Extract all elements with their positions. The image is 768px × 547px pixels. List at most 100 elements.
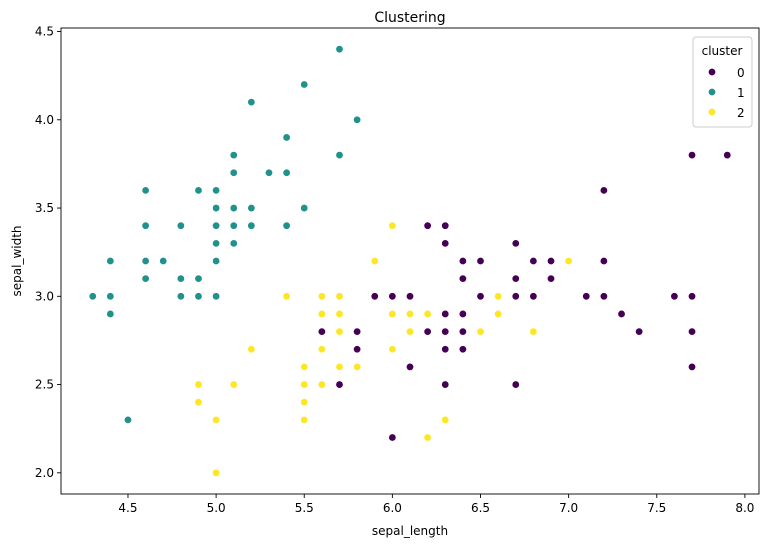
plot-frame [60,27,760,495]
data-point [212,468,221,477]
data-point [335,292,344,301]
data-point [229,221,238,230]
data-point [353,362,362,371]
data-point [159,256,168,265]
data-point [388,221,397,230]
data-point [511,292,520,301]
data-point [317,292,326,301]
data-point [212,256,221,265]
data-point [441,380,450,389]
data-point [423,309,432,318]
data-point [317,380,326,389]
data-point [423,221,432,230]
data-point [441,415,450,424]
data-point [494,292,503,301]
data-point [388,345,397,354]
legend-marker [707,108,716,117]
data-point [229,151,238,160]
chart-title: Clustering [374,10,445,26]
data-point [229,239,238,248]
data-point [229,380,238,389]
data-point [529,256,538,265]
data-point [723,151,732,160]
data-point [212,186,221,195]
data-point [247,221,256,230]
data-point [458,274,467,283]
data-point [582,292,591,301]
data-point [300,415,309,424]
data-point [335,362,344,371]
data-point [212,204,221,213]
data-point [229,168,238,177]
data-point [212,221,221,230]
y-tick-label: 2.5 [35,378,54,392]
data-point [405,292,414,301]
data-point [353,327,362,336]
y-tick-label: 4.5 [35,25,54,39]
y-axis: 2.0 2.5 3.0 3.5 4.0 4.5 [35,25,61,480]
legend-label: 1 [737,86,745,100]
x-tick-label: 5.0 [207,501,226,515]
data-point [212,292,221,301]
y-tick-label: 2.0 [35,466,54,480]
data-point [405,327,414,336]
data-point [335,380,344,389]
data-point [194,380,203,389]
legend: cluster 0 1 2 [692,36,753,128]
data-point [670,292,679,301]
data-point [212,239,221,248]
data-point [405,362,414,371]
data-point [317,309,326,318]
y-tick-label: 4.0 [35,113,54,127]
legend-title: cluster [702,44,743,58]
data-point [388,433,397,442]
legend-entries: 0 1 2 [707,66,745,120]
data-point [547,256,556,265]
data-point [141,221,150,230]
x-axis: 4.5 5.0 5.5 6.0 6.5 7.0 7.5 8.0 [118,494,754,515]
data-point [106,292,115,301]
data-point [176,292,185,301]
data-point [88,292,97,301]
data-point [106,256,115,265]
x-axis-label: sepal_length [372,524,448,538]
data-point [194,186,203,195]
data-point [141,186,150,195]
data-point [688,292,697,301]
data-point [123,415,132,424]
plot-points [88,45,732,477]
data-point [247,345,256,354]
data-point [370,292,379,301]
x-tick-label: 6.5 [471,501,490,515]
data-point [564,256,573,265]
data-point [688,151,697,160]
data-point [300,380,309,389]
data-point [635,327,644,336]
data-point [511,239,520,248]
data-point [441,327,450,336]
legend-marker [707,68,716,77]
data-point [353,115,362,124]
data-point [300,362,309,371]
data-point [423,327,432,336]
data-point [441,309,450,318]
data-point [388,292,397,301]
data-point [247,204,256,213]
data-point [300,204,309,213]
data-point [317,345,326,354]
data-point [194,292,203,301]
data-point [688,362,697,371]
data-point [141,256,150,265]
x-tick-label: 6.0 [383,501,402,515]
data-point [229,204,238,213]
data-point [599,292,608,301]
data-point [476,256,485,265]
x-tick-label: 8.0 [735,501,754,515]
data-point [212,415,221,424]
data-point [264,168,273,177]
data-point [388,309,397,318]
data-point [423,433,432,442]
legend-marker [707,88,716,97]
